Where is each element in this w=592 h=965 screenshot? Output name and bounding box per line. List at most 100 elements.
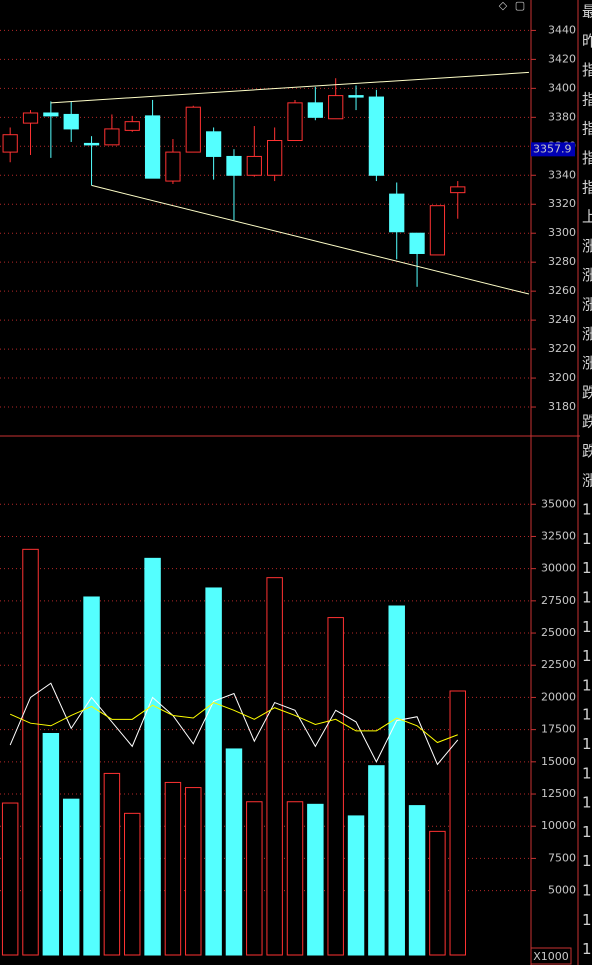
candle-body <box>267 140 283 176</box>
y-tick-label: 3320 <box>548 197 576 210</box>
y-tick-label: 3400 <box>548 81 576 94</box>
y-tick-label: 32500 <box>541 529 576 542</box>
y-tick-label: 27500 <box>541 594 576 607</box>
candle-body <box>246 155 262 176</box>
candle-body <box>389 193 405 233</box>
volume-bar <box>408 805 426 956</box>
volume-bar <box>327 617 344 956</box>
volume-bar <box>124 812 141 956</box>
volume-bar <box>103 772 121 956</box>
y-tick-label: 3440 <box>548 23 576 36</box>
candle-body <box>368 96 384 176</box>
candle-body <box>328 95 344 120</box>
volume-bar <box>225 748 243 956</box>
side-panel-text: 1 <box>582 559 592 577</box>
volume-bar <box>246 801 263 956</box>
candle-body <box>287 102 303 142</box>
side-panel-text: 1 <box>582 764 592 782</box>
volume-bar <box>449 690 466 956</box>
toolbar-icon: ◇ <box>499 0 508 12</box>
y-tick-label: 22500 <box>541 658 576 671</box>
volume-ma-line <box>9 702 458 744</box>
y-tick-label: 3380 <box>548 110 576 123</box>
side-panel-text: 指 <box>582 61 592 79</box>
last-price-box <box>531 142 575 157</box>
y-tick-label: 5000 <box>548 884 576 897</box>
y-tick-label: 35000 <box>541 497 576 510</box>
side-panel-text: 1 <box>582 852 592 870</box>
candle-body <box>348 95 364 98</box>
y-tick-label: 3220 <box>548 342 576 355</box>
side-panel-text: 跌 <box>582 413 592 431</box>
side-panel-text: 1 <box>582 823 592 841</box>
y-tick-label: 15000 <box>541 755 576 768</box>
candle-body <box>307 102 323 118</box>
trendline <box>50 71 529 104</box>
y-tick-label: 3280 <box>548 255 576 268</box>
side-panel-text: 1 <box>582 589 592 607</box>
side-panel-text: 1 <box>582 882 592 900</box>
y-tick-label: 30000 <box>541 562 576 575</box>
side-panel-text: 1 <box>582 706 592 724</box>
y-tick-label: 17500 <box>541 723 576 736</box>
volume-bar <box>144 557 161 956</box>
side-panel-text: 上 <box>582 208 592 226</box>
y-tick-label: 3420 <box>548 52 576 65</box>
candle-body <box>104 128 120 146</box>
candle-body <box>409 232 425 254</box>
candle-body <box>144 115 161 179</box>
side-panel-text: 1 <box>582 735 592 753</box>
volume-bar <box>22 548 39 956</box>
y-tick-label: 3180 <box>548 400 576 413</box>
candle-body <box>206 131 222 157</box>
side-panel-text: 涨 <box>582 325 592 343</box>
candle-body <box>22 112 39 124</box>
side-panel-text: 跌 <box>582 383 592 401</box>
volume-bar <box>429 830 446 956</box>
volume-bar <box>62 798 80 956</box>
unit-box <box>530 947 572 965</box>
side-panel-text: 涨 <box>582 354 592 372</box>
y-tick-label: 3300 <box>548 226 576 239</box>
volume-bar <box>164 781 182 956</box>
y-tick-label: 25000 <box>541 626 576 639</box>
candle-body <box>124 121 140 131</box>
side-panel-text: 涨 <box>582 296 592 314</box>
side-panel-text: 最 <box>582 3 592 21</box>
side-panel-text: 指 <box>582 149 592 167</box>
side-panel-text: 1 <box>582 618 592 636</box>
y-tick-label: 3200 <box>548 371 576 384</box>
side-panel-text: 指 <box>582 178 592 196</box>
volume-bar <box>388 605 405 956</box>
y-tick-label: 3340 <box>548 168 576 181</box>
side-panel-text: 昨 <box>582 32 592 50</box>
volume-bar <box>347 815 365 956</box>
side-panel-text: 1 <box>582 676 592 694</box>
y-tick-label: 10000 <box>541 819 576 832</box>
candle-body <box>450 186 466 194</box>
trendline <box>91 184 530 295</box>
volume-bar <box>286 801 304 956</box>
candle-body <box>429 205 446 256</box>
volume-bar <box>83 596 100 956</box>
side-panel-text: 1 <box>582 940 592 958</box>
volume-bar <box>1 802 19 956</box>
side-panel-text: 1 <box>582 530 592 548</box>
candle-body <box>226 155 242 176</box>
side-panel-text: 指 <box>582 90 592 108</box>
side-panel-text: 1 <box>582 501 592 519</box>
y-tick-label: 3260 <box>548 284 576 297</box>
candle-body <box>185 106 201 153</box>
side-panel-text: 涨 <box>582 266 592 284</box>
candle-body <box>83 142 100 146</box>
y-tick-label: 7500 <box>548 851 576 864</box>
y-tick-label: 20000 <box>541 690 576 703</box>
unit-label: X1000 <box>533 950 569 963</box>
volume-bar <box>185 787 202 956</box>
side-panel-text: 涨 <box>582 237 592 255</box>
side-panel-text: 涨 <box>582 471 592 489</box>
volume-bar <box>42 732 60 956</box>
volume-bar <box>368 765 385 956</box>
volume-ma-line <box>9 682 459 766</box>
